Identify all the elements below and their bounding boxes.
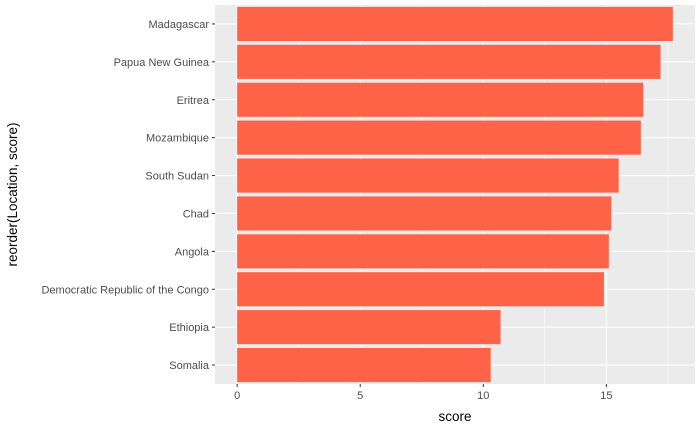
y-axis: Madagascar Papua New Guinea Eritrea Mozambi…: [41, 19, 215, 372]
bar-south-sudan: [237, 158, 619, 193]
y-tick-label: South Sudan: [145, 171, 209, 183]
bar-papua-new-guinea: [237, 44, 661, 79]
x-axis: 0 5 10 15: [234, 384, 613, 402]
x-tick-label: 15: [600, 390, 612, 402]
x-tick-label: 5: [357, 390, 363, 402]
bar-chad: [237, 196, 612, 231]
y-tick-label: Ethiopia: [169, 322, 210, 334]
bars: [237, 6, 673, 383]
y-tick-label: Mozambique: [146, 133, 209, 145]
bar-democratic-republic-of-the-congo: [237, 272, 604, 307]
y-tick-label: Eritrea: [177, 95, 210, 107]
y-tick-label: Somalia: [169, 360, 210, 372]
y-tick-label: Chad: [183, 208, 209, 220]
x-tick-label: 10: [477, 390, 489, 402]
x-axis-title: score: [438, 409, 471, 424]
y-tick-label: Papua New Guinea: [114, 57, 210, 69]
bar-eritrea: [237, 82, 644, 117]
bar-ethiopia: [237, 310, 501, 345]
y-axis-title: reorder(Location, score): [5, 122, 20, 266]
x-tick-label: 0: [234, 390, 240, 402]
bar-somalia: [237, 347, 491, 383]
y-tick-label: Angola: [175, 246, 210, 258]
bar-angola: [237, 234, 609, 269]
bar-madagascar: [237, 6, 673, 42]
y-tick-label: Madagascar: [148, 19, 209, 31]
bar-mozambique: [237, 120, 641, 155]
y-tick-label: Democratic Republic of the Congo: [41, 284, 209, 296]
